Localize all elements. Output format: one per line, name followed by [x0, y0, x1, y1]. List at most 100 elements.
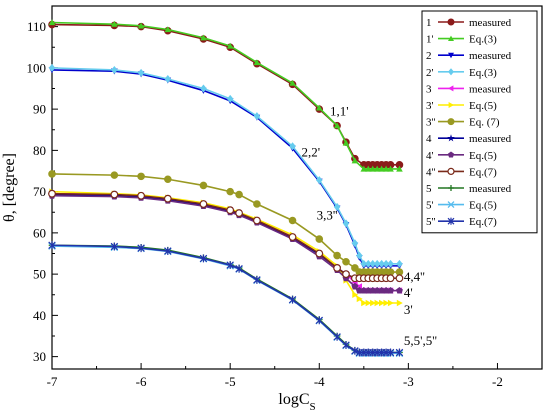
annotation-label: 3,3'' [317, 208, 338, 223]
y-tick-label: 40 [33, 308, 46, 323]
data-point [387, 299, 394, 307]
plot-frame [51, 5, 543, 370]
legend-entry: 3' Eq.(5) [426, 100, 497, 112]
data-point [378, 165, 385, 172]
data-point [200, 84, 207, 93]
data-point [235, 190, 243, 199]
data-point [448, 52, 454, 59]
data-point [226, 94, 234, 103]
data-point [48, 63, 56, 72]
x-tick-label: -2 [492, 374, 503, 389]
data-point [369, 287, 377, 294]
data-point [315, 235, 324, 243]
legend-series-id: 1' [426, 34, 434, 46]
data-point [396, 259, 403, 268]
series-1p [48, 19, 403, 172]
data-point [387, 165, 394, 172]
data-point [164, 247, 172, 255]
data-point [137, 191, 145, 200]
series-2p [48, 63, 403, 268]
data-point [447, 118, 455, 126]
data-point [164, 26, 172, 33]
data-point [235, 264, 243, 273]
y-tick-label: 70 [33, 184, 46, 199]
data-point [315, 104, 323, 111]
data-point [396, 299, 403, 307]
data-point [387, 287, 394, 294]
data-point [369, 259, 377, 268]
x-tick-label: -6 [136, 374, 147, 389]
legend-series-id: 5' [426, 200, 434, 212]
data-point [364, 287, 372, 294]
legend-label: measured [469, 50, 512, 62]
data-point [48, 170, 56, 178]
data-point [351, 346, 359, 355]
data-point [351, 157, 359, 164]
series-5pp [48, 241, 404, 357]
data-point [447, 167, 455, 175]
data-point [342, 341, 350, 350]
annotation-label: 2,2' [301, 145, 320, 160]
legend-series-id: 4'' [426, 166, 435, 178]
data-point [342, 139, 350, 146]
data-point [288, 216, 297, 225]
data-point [369, 165, 377, 172]
data-point [352, 291, 359, 299]
data-point [315, 316, 323, 325]
legend-label: Eq.(3) [469, 67, 497, 79]
data-point [387, 259, 394, 268]
legend-entry: 5' Eq.(5) [426, 200, 497, 212]
data-point [355, 287, 363, 294]
data-point [235, 209, 243, 217]
data-point [199, 200, 208, 208]
x-axis-title-sub: S [310, 401, 316, 413]
legend-entry: 5'' Eq.(7) [426, 216, 497, 228]
data-point [110, 190, 119, 199]
data-point [48, 189, 56, 198]
data-point [373, 165, 381, 172]
data-point [342, 257, 350, 266]
data-point [378, 287, 386, 294]
legend-entry: 2' Eq.(3) [426, 67, 497, 79]
data-point [226, 42, 234, 49]
y-tick-label: 100 [27, 60, 47, 75]
legend-series-id: 4' [426, 150, 434, 162]
data-point [448, 68, 454, 76]
legend-series-id: 4 [426, 133, 432, 145]
annotation-label: 5,5',5'' [404, 333, 437, 348]
legend-label: measured [469, 83, 512, 95]
data-point [361, 299, 368, 307]
data-point [163, 194, 172, 203]
legend-series-id: 3' [426, 100, 434, 112]
legend-label: measured [469, 183, 512, 195]
x-tick-label: -3 [403, 374, 414, 389]
data-point [360, 259, 368, 268]
series-layer [47, 19, 404, 358]
data-point [253, 59, 261, 66]
data-point [199, 254, 208, 263]
y-tick-label: 50 [33, 267, 46, 282]
legend-label: Eq. (7) [469, 117, 500, 129]
data-point [333, 264, 341, 272]
data-point [378, 259, 385, 268]
data-point [396, 287, 403, 294]
series-line [51, 69, 400, 267]
data-point [137, 22, 145, 29]
legend-label: Eq.(7) [469, 216, 497, 228]
data-point [226, 187, 234, 196]
x-tick-label: -4 [314, 374, 325, 389]
data-point [365, 299, 372, 307]
data-point [253, 112, 261, 121]
legend-label: Eq.(5) [469, 200, 497, 212]
annotation-label: 4' [404, 285, 413, 300]
data-point [111, 65, 118, 74]
data-point [448, 35, 454, 41]
data-point [351, 282, 359, 290]
data-point [333, 251, 341, 260]
data-point [342, 219, 350, 228]
y-tick-label: 90 [33, 102, 46, 117]
data-point [342, 270, 350, 279]
legend-label: Eq.(3) [469, 34, 497, 46]
data-point [374, 299, 381, 307]
legend-series-id: 5 [426, 183, 432, 195]
